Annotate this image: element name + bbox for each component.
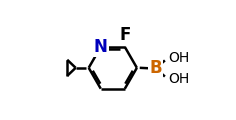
Text: F: F [120,26,131,44]
Text: N: N [94,38,108,56]
Text: OH: OH [168,72,190,86]
Text: B: B [149,60,162,78]
Text: OH: OH [168,51,190,65]
